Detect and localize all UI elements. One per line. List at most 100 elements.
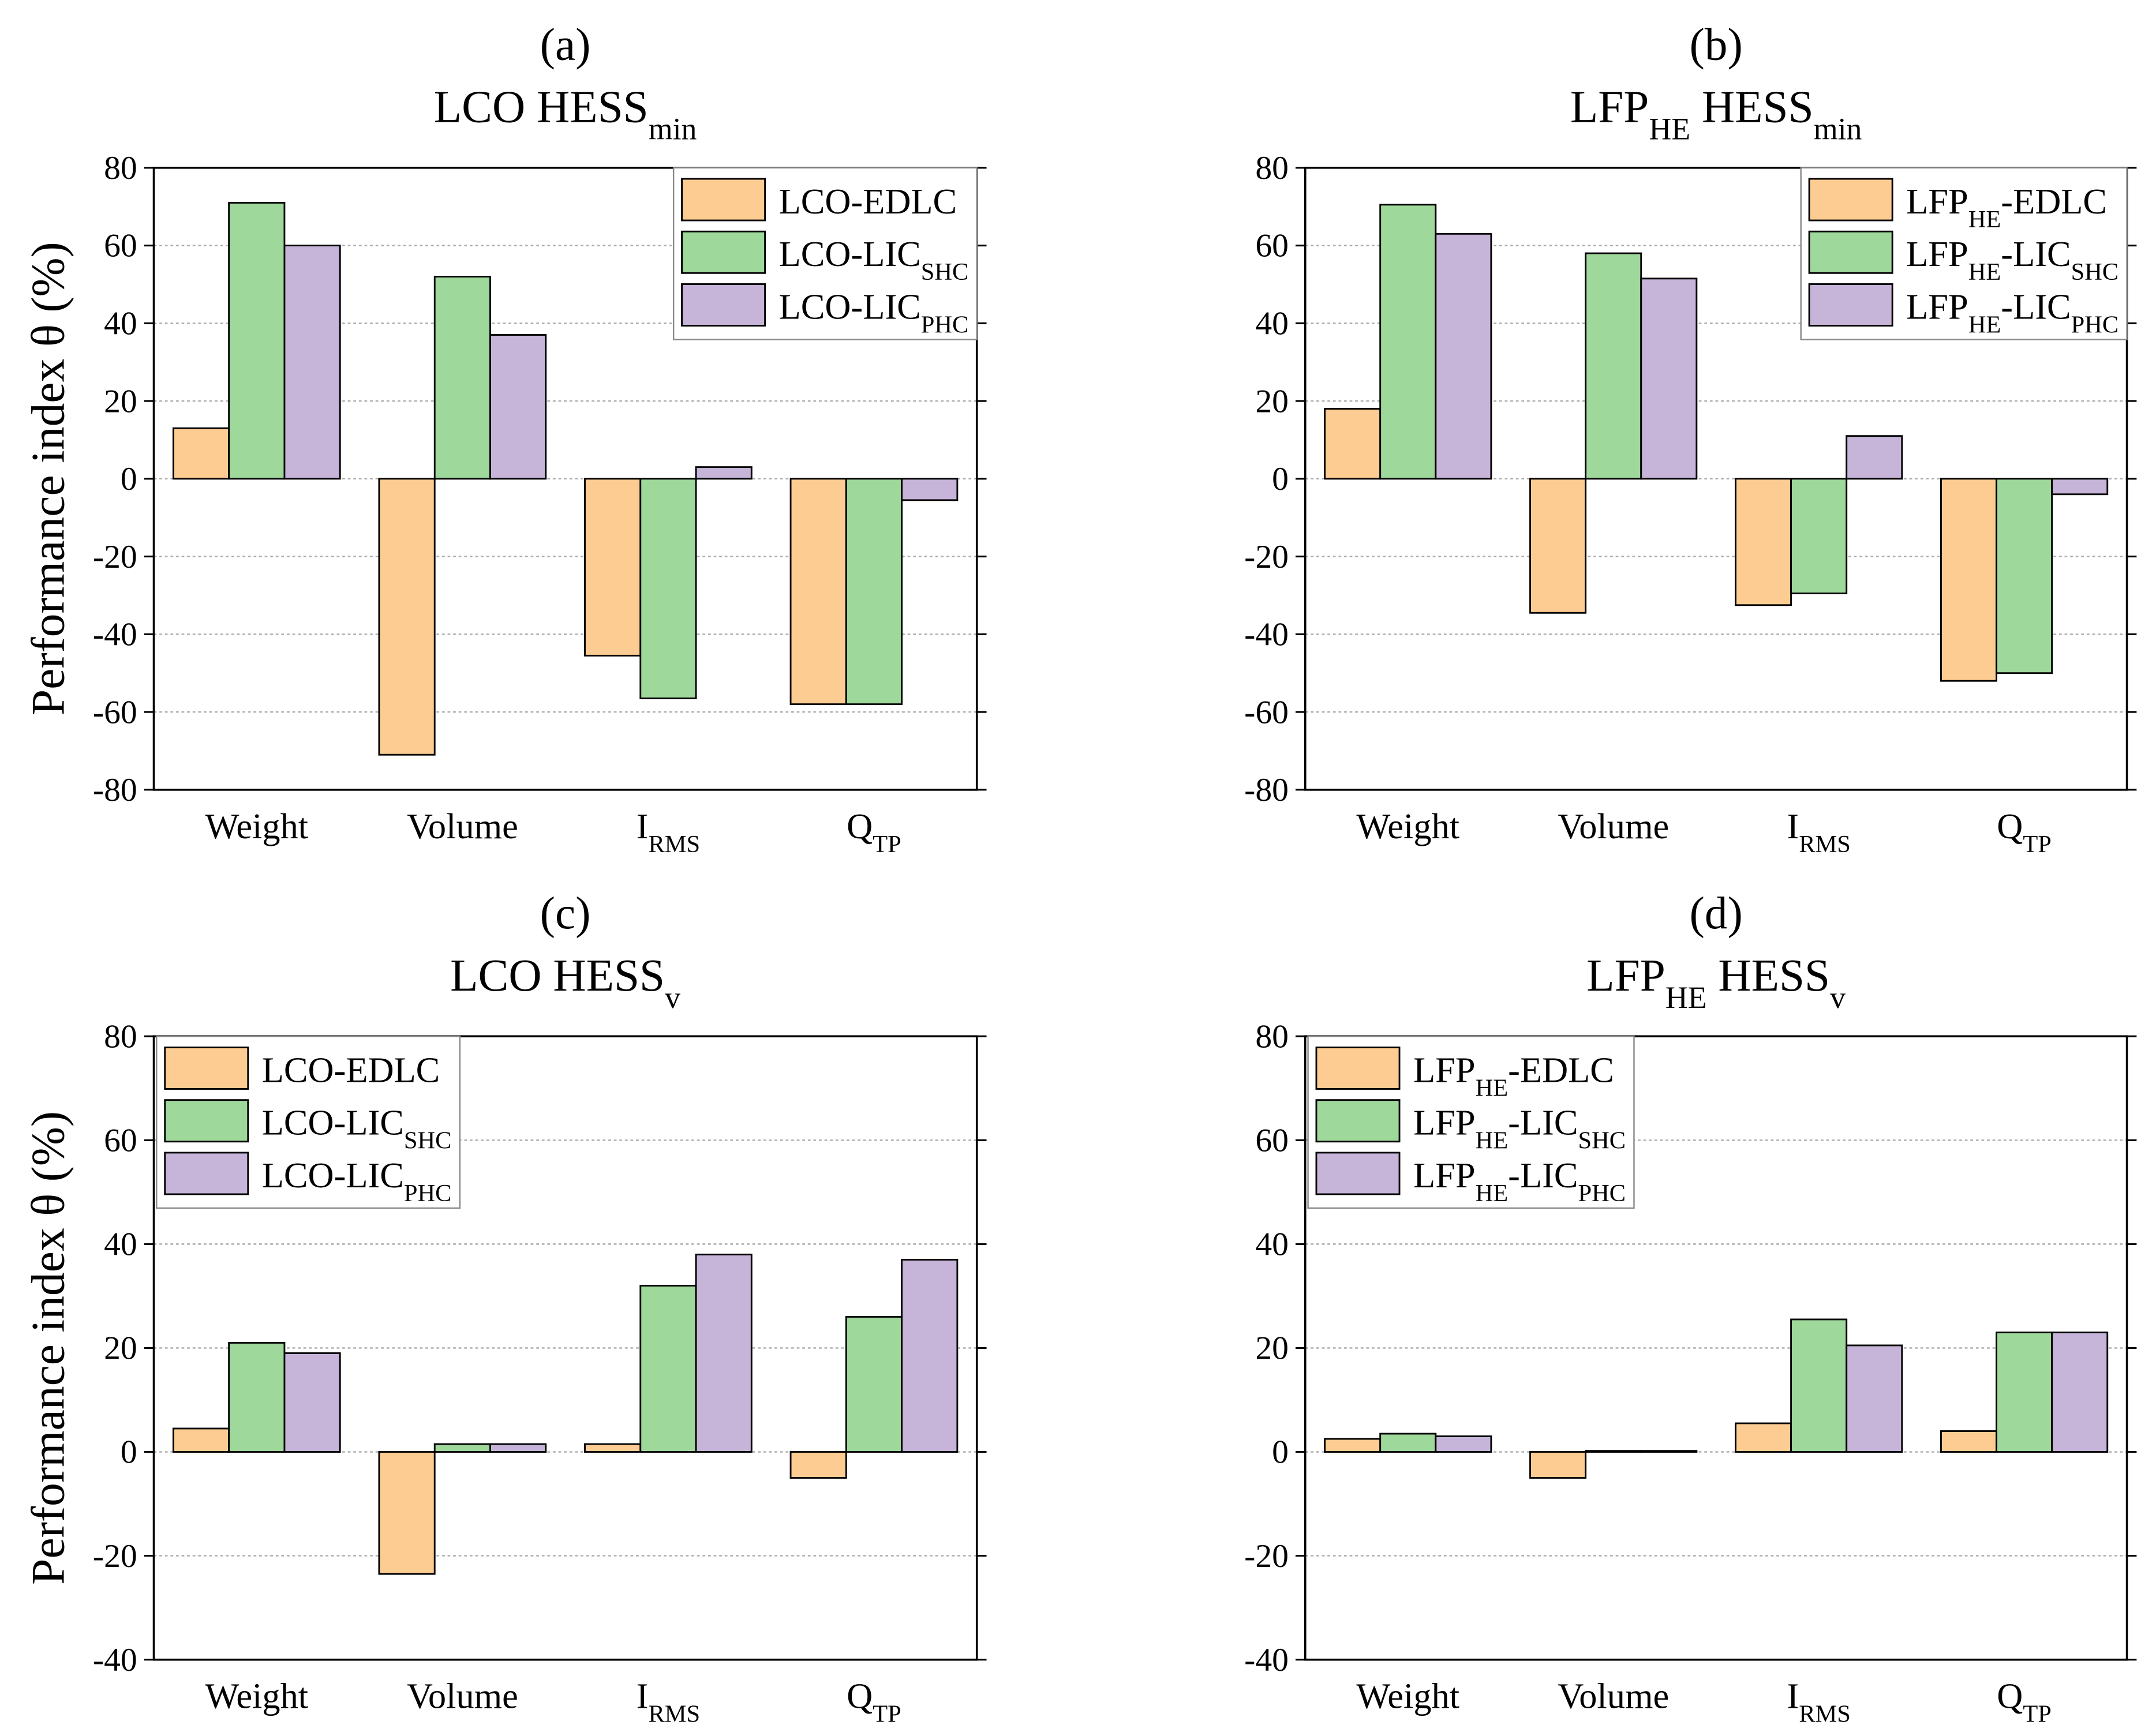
bar: [489, 1443, 547, 1453]
bar: [584, 1443, 642, 1453]
y-tick-label: 0: [121, 461, 137, 497]
text-segment: LCO HESS: [450, 950, 665, 1001]
legend-swatch: [1808, 283, 1893, 327]
bar: [1846, 1344, 1903, 1453]
bar: [901, 478, 959, 501]
subscript: min: [1814, 112, 1862, 147]
legend-swatch: [1808, 178, 1893, 222]
x-tick-label: Volume: [1558, 806, 1669, 846]
bar: [283, 245, 341, 480]
chart-title: LFPHE HESSv: [1586, 950, 1846, 1015]
legend-swatch: [681, 283, 766, 327]
bar: [639, 1284, 697, 1453]
chart-panel: (c) LCO HESSv Performance index θ (%) -40 -2…: [21, 888, 987, 1727]
subscript: TP: [2023, 830, 2052, 857]
y-axis-label: Performance index θ (%): [21, 242, 74, 715]
legend-swatch: [1315, 1046, 1401, 1090]
y-tick-label: -20: [93, 539, 137, 575]
y-tick-label: -20: [1244, 1538, 1289, 1574]
bar: [1735, 478, 1792, 606]
subscript: min: [649, 112, 697, 147]
text-segment: LFP: [1906, 286, 1968, 327]
bar: [584, 478, 642, 657]
subscript: TP: [873, 830, 901, 857]
text-segment: LCO-LIC: [262, 1155, 404, 1195]
x-tick-label: IRMS: [637, 806, 700, 858]
text-segment: LCO-LIC: [779, 286, 921, 327]
bar: [433, 276, 491, 480]
bar: [789, 1451, 847, 1479]
subscript: HE: [1665, 980, 1707, 1015]
y-tick-label: 20: [1255, 1330, 1289, 1367]
bar: [1846, 435, 1903, 480]
text-segment: Weight: [205, 806, 308, 846]
bar: [228, 201, 286, 480]
legend-label: LFPHE-LICSHC: [1413, 1103, 1626, 1154]
legend-swatch: [1315, 1152, 1401, 1195]
text-segment: LFP: [1413, 1155, 1476, 1195]
subscript: RMS: [648, 830, 700, 857]
legend-label: LCO-EDLC: [262, 1049, 440, 1090]
legend-label: LFPHE-LICSHC: [1906, 234, 2118, 286]
text-segment: I: [637, 1676, 649, 1716]
y-tick-label: 60: [1255, 1123, 1289, 1159]
legend-swatch: [164, 1152, 249, 1195]
x-tick-label: Weight: [205, 1676, 308, 1716]
bar: [1640, 278, 1698, 480]
bar: [1435, 1435, 1492, 1453]
y-tick-label: -20: [93, 1538, 137, 1574]
text-segment: LFP: [1570, 82, 1649, 133]
subscript: SHC: [2071, 258, 2119, 286]
subscript: TP: [873, 1700, 901, 1727]
text-segment: Q: [847, 1676, 873, 1716]
text-segment: LCO-LIC: [262, 1103, 404, 1143]
subscript: TP: [2023, 1700, 2052, 1727]
subscript: RMS: [1799, 830, 1851, 857]
y-tick-label: 40: [1255, 306, 1289, 342]
panel-label: (a): [540, 20, 591, 70]
subscript: v: [1830, 980, 1846, 1015]
x-tick-label: Weight: [1356, 806, 1459, 846]
bar: [789, 478, 847, 706]
text-segment: LCO-EDLC: [262, 1049, 440, 1090]
legend-swatch: [681, 230, 766, 274]
y-tick-label: 0: [1272, 1434, 1289, 1471]
bar: [1940, 1430, 1997, 1453]
text-segment: HESS: [1707, 950, 1831, 1001]
bar: [1379, 1433, 1437, 1453]
legend-label: LCO-LICPHC: [779, 286, 969, 338]
x-tick-label: Volume: [407, 1676, 518, 1716]
text-segment: -EDLC: [2001, 181, 2107, 222]
chart-title: LFPHE HESSmin: [1570, 82, 1862, 147]
subscript: PHC: [921, 311, 969, 338]
subscript: SHC: [1578, 1127, 1626, 1154]
bar: [378, 1451, 436, 1575]
text-segment: -LIC: [2001, 234, 2071, 274]
bar: [695, 1253, 753, 1453]
chart-title: LCO HESSmin: [434, 82, 697, 147]
y-tick-label: 80: [104, 150, 137, 186]
text-segment: I: [637, 806, 649, 846]
bar: [1585, 1450, 1642, 1453]
subscript: SHC: [921, 258, 969, 286]
bar: [1735, 1422, 1792, 1453]
text-segment: LFP: [1413, 1049, 1476, 1090]
subscript: v: [665, 980, 680, 1015]
bar: [1996, 478, 2053, 674]
y-tick-label: 60: [104, 228, 137, 264]
plot-frame: [152, 1035, 978, 1661]
text-segment: -LIC: [1508, 1103, 1578, 1143]
text-segment: LCO-EDLC: [779, 181, 957, 222]
x-tick-label: IRMS: [1787, 806, 1850, 858]
text-segment: LFP: [1906, 181, 1968, 222]
y-tick-label: 0: [1272, 461, 1289, 497]
text-segment: Q: [1997, 1676, 2023, 1716]
bar: [1379, 204, 1437, 480]
text-segment: Volume: [407, 1676, 518, 1716]
y-tick-label: 80: [1255, 1018, 1289, 1055]
bar: [2051, 1332, 2109, 1453]
